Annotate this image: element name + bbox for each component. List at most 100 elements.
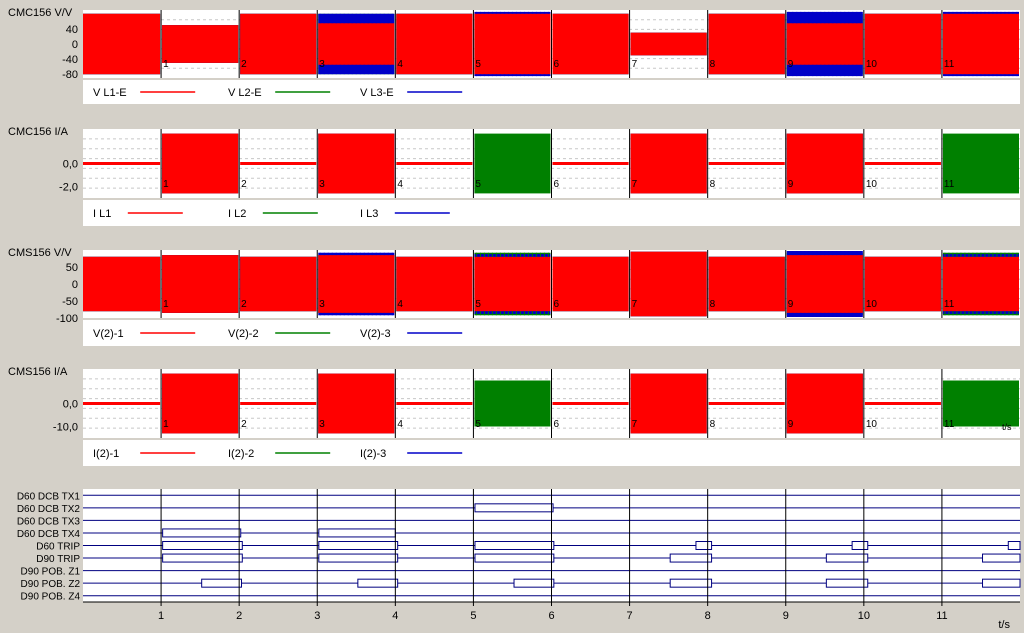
legend-label: I(2)-3: [360, 448, 386, 460]
waveform-l1-segment: [552, 13, 629, 75]
waveform-l1-segment: [318, 373, 395, 434]
analog-panel-3: 1 2 3 4 5 6 7 8 9 10 11 CMS156 V/V 50 0 -50 -100 V(2)-1 V…: [8, 247, 1020, 346]
channel-active-interval: [825, 553, 869, 563]
channel-active-interval: [162, 541, 243, 550]
legend-area: [83, 200, 1020, 226]
x-tick-label: 4: [397, 59, 403, 70]
waveform-l1-segment: [630, 32, 707, 56]
waveform-l1-segment: [318, 133, 395, 194]
x-tick-label: 11: [944, 59, 955, 70]
y-tick-label: -10,0: [53, 422, 78, 434]
waveform-l2-segment: [942, 133, 1019, 194]
panel-title: CMS156 I/A: [8, 366, 68, 378]
y-tick-label: -2,0: [59, 182, 78, 194]
x-tick-label: 6: [554, 299, 560, 310]
channel-active-interval: [851, 541, 869, 550]
channel-active-interval: [162, 528, 242, 538]
channel-label: D60 DCB TX2: [17, 504, 81, 515]
channel-label: D60 TRIP: [36, 542, 80, 553]
x-tick-label: 3: [314, 610, 320, 622]
channel-active-interval: [513, 578, 555, 588]
analog-panel-2: 1 2 3 4 5 6 7 8 9 10 11 CMC156 I/A 0,0 -2,0 I L1 I L2 I …: [8, 126, 1020, 226]
channel-active-interval: [474, 553, 555, 563]
x-tick-label: 1: [163, 299, 169, 310]
x-tick-label: 8: [710, 299, 716, 310]
x-tick-label: 3: [319, 179, 325, 190]
x-tick-label: 4: [397, 179, 403, 190]
waveform-l1-segment: [162, 255, 239, 313]
waveform-l1-segment: [864, 256, 941, 312]
x-tick-label: 11: [936, 610, 947, 622]
waveform-l1-segment: [162, 373, 239, 434]
y-tick-label: 0,0: [63, 399, 78, 411]
waveform-l1-segment: [474, 256, 551, 312]
legend-label: I(2)-2: [228, 448, 254, 460]
x-tick-label: 7: [632, 59, 638, 70]
x-tick-label: 9: [783, 610, 789, 622]
analog-panel-4: 1 2 3 4 5 6 7 8 9 10 11 t/s CMS156 I/A 0,0 -10,0 I(2)-1…: [8, 366, 1020, 466]
x-tick-label: 4: [397, 419, 403, 430]
end-label: t/s: [1002, 422, 1012, 432]
x-tick-label: 4: [397, 299, 403, 310]
waveform-l2-segment: [474, 133, 551, 194]
channel-label: D60 DCB TX4: [17, 529, 81, 540]
legend-area: [83, 80, 1020, 104]
legend-label: V(2)-2: [228, 328, 259, 340]
waveform-l1-segment: [630, 373, 707, 434]
x-tick-label: 8: [710, 59, 716, 70]
legend-label: I(2)-1: [93, 448, 119, 460]
channel-active-interval: [982, 578, 1021, 588]
x-tick-label: 6: [548, 610, 554, 622]
waveform-l1-segment: [162, 25, 239, 63]
x-axis-label: t/s: [998, 619, 1010, 631]
x-tick-label: 1: [163, 179, 169, 190]
y-tick-label: -40: [62, 54, 78, 66]
channel-active-interval: [825, 578, 869, 588]
x-tick-label: 1: [163, 419, 169, 430]
waveform-l1-segment: [474, 13, 551, 75]
y-tick-label: 0,0: [63, 159, 78, 171]
x-tick-label: 3: [319, 299, 325, 310]
legend-label: I L3: [360, 208, 378, 220]
waveform-l1-segment: [864, 13, 941, 75]
channel-active-interval: [318, 541, 399, 550]
waveform-l1-segment: [318, 23, 395, 65]
waveform-l1-segment: [942, 256, 1019, 312]
x-tick-label: 2: [241, 59, 247, 70]
x-tick-label: 9: [788, 59, 794, 70]
x-tick-label: 5: [475, 59, 481, 70]
x-tick-label: 11: [944, 419, 955, 430]
x-tick-label: 6: [554, 179, 560, 190]
channel-active-interval: [162, 553, 243, 563]
y-tick-label: -100: [56, 313, 78, 325]
channel-active-interval: [695, 541, 713, 550]
y-tick-label: 40: [66, 24, 78, 36]
legend-label: V L2-E: [228, 87, 262, 99]
x-tick-label: 7: [627, 610, 633, 622]
x-tick-label: 8: [705, 610, 711, 622]
waveform-l1-segment: [83, 256, 161, 312]
channel-label: D90 TRIP: [36, 554, 80, 565]
waveform-l1-segment: [786, 23, 863, 65]
channel-active-interval: [357, 578, 399, 588]
channel-active-interval: [201, 578, 243, 588]
legend-label: V L1-E: [93, 87, 127, 99]
waveform-l2-segment: [942, 380, 1019, 427]
channel-active-interval: [982, 553, 1021, 563]
channel-active-interval: [318, 528, 396, 538]
x-tick-label: 2: [241, 419, 247, 430]
waveform-l1-segment: [396, 13, 473, 75]
x-tick-label: 2: [236, 610, 242, 622]
legend-area: [83, 440, 1020, 466]
legend-label: V(2)-1: [93, 328, 124, 340]
x-tick-label: 5: [475, 299, 481, 310]
x-tick-label: 9: [788, 419, 794, 430]
waveform-l1-segment: [942, 13, 1019, 75]
legend-label: I L1: [93, 208, 111, 220]
panel-title: CMC156 V/V: [8, 7, 73, 19]
legend-label: V(2)-3: [360, 328, 391, 340]
channel-active-interval: [669, 578, 713, 588]
y-tick-label: -80: [62, 69, 78, 81]
